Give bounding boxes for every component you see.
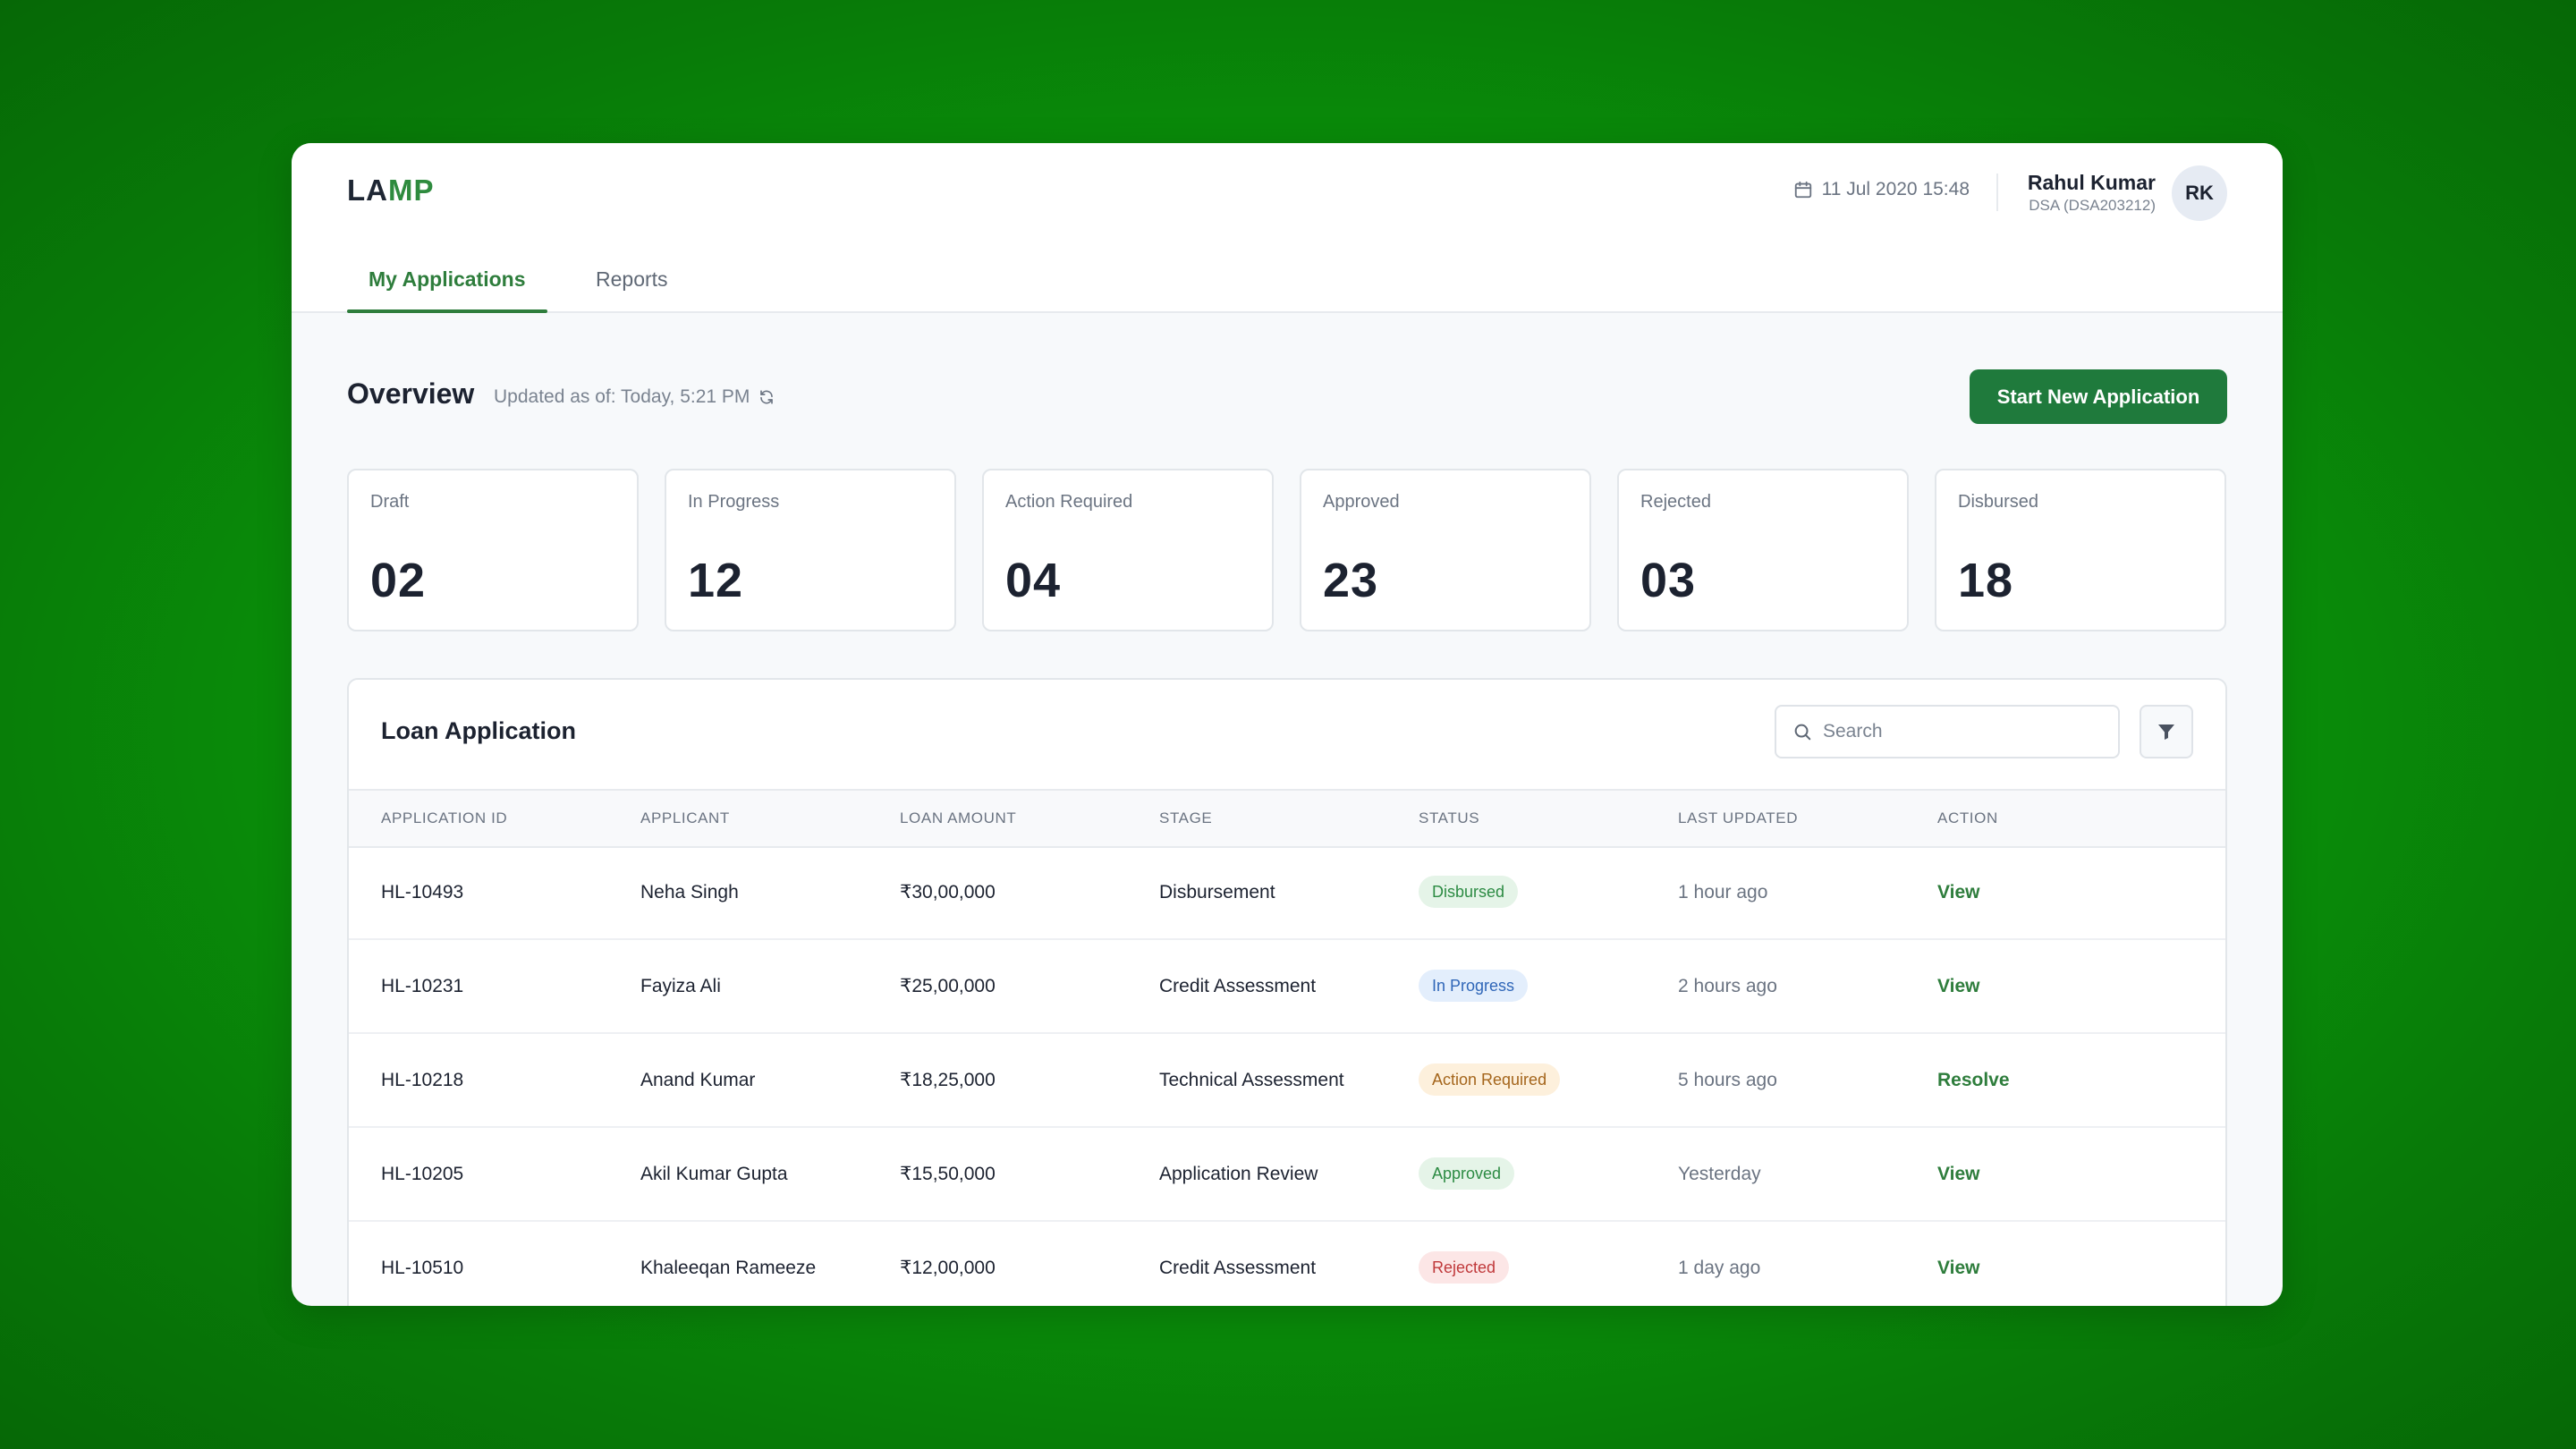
stat-value: 18: [1958, 554, 2014, 607]
stat-value: 23: [1323, 554, 1379, 607]
table-row[interactable]: HL-10510 Khaleeqan Rameeze ₹12,00,000 Cr…: [349, 1222, 2225, 1306]
column-header-action: ACTION: [1937, 809, 1998, 826]
status-badge: Rejected: [1419, 1251, 1510, 1284]
calendar-icon: [1793, 180, 1813, 199]
table-row[interactable]: HL-10493 Neha Singh ₹30,00,000 Disbursem…: [349, 846, 2225, 940]
cell-last-updated: 1 hour ago: [1678, 882, 1768, 902]
start-new-application-button[interactable]: Start New Application: [1970, 369, 2227, 424]
stat-card-action-required[interactable]: Action Required 04: [982, 469, 1274, 631]
user-name: Rahul Kumar: [2027, 171, 2156, 194]
status-badge: In Progress: [1419, 970, 1529, 1002]
filter-button[interactable]: [2140, 705, 2193, 758]
table-header: APPLICATION ID APPLICANT LOAN AMOUNT STA…: [349, 789, 2225, 848]
stat-card-rejected[interactable]: Rejected 03: [1617, 469, 1909, 631]
stat-value: 04: [1005, 554, 1062, 607]
current-datetime: 11 Jul 2020 15:48: [1793, 179, 1970, 200]
stat-label: Rejected: [1640, 492, 1711, 512]
stat-label: Action Required: [1005, 492, 1133, 512]
stat-card-draft[interactable]: Draft 02: [347, 469, 639, 631]
user-role: DSA (DSA203212): [2029, 197, 2156, 214]
tab-bar: My Applications Reports: [292, 242, 2283, 313]
cell-loan-amount: ₹15,50,000: [900, 1164, 996, 1184]
updated-text: Updated as of: Today, 5:21 PM: [494, 386, 750, 407]
column-header-loan-amount[interactable]: LOAN AMOUNT: [900, 809, 1017, 826]
user-info[interactable]: Rahul Kumar DSA (DSA203212): [2028, 170, 2156, 216]
stat-value: 12: [688, 554, 744, 607]
stat-label: Approved: [1323, 492, 1400, 512]
cell-application-id: HL-10510: [381, 1258, 464, 1278]
cell-applicant: Fayiza Ali: [640, 976, 721, 996]
cell-application-id: HL-10205: [381, 1164, 464, 1184]
status-badge: Action Required: [1419, 1063, 1561, 1096]
view-link[interactable]: View: [1937, 1164, 1980, 1184]
datetime-text: 11 Jul 2020 15:48: [1821, 179, 1970, 199]
table-row[interactable]: HL-10231 Fayiza Ali ₹25,00,000 Credit As…: [349, 940, 2225, 1034]
refresh-icon[interactable]: [758, 389, 775, 405]
search-icon: [1792, 722, 1812, 741]
table-body: HL-10493 Neha Singh ₹30,00,000 Disbursem…: [349, 846, 2225, 1306]
overview-updated-status: Updated as of: Today, 5:21 PM: [494, 386, 775, 408]
view-link[interactable]: View: [1937, 882, 1980, 902]
status-badge: Approved: [1419, 1157, 1515, 1190]
table-row[interactable]: HL-10205 Akil Kumar Gupta ₹15,50,000 App…: [349, 1128, 2225, 1222]
cell-loan-amount: ₹18,25,000: [900, 1070, 996, 1090]
stat-label: In Progress: [688, 492, 780, 512]
stat-card-in-progress[interactable]: In Progress 12: [665, 469, 956, 631]
cell-applicant: Akil Kumar Gupta: [640, 1164, 788, 1184]
cell-stage: Disbursement: [1159, 882, 1275, 902]
stat-card-approved[interactable]: Approved 23: [1300, 469, 1591, 631]
stat-label: Disbursed: [1958, 492, 2039, 512]
status-badge: Disbursed: [1419, 876, 1519, 908]
cell-application-id: HL-10218: [381, 1070, 464, 1090]
app-window: LAMP 11 Jul 2020 15:48 Rahul Kumar DSA (…: [292, 143, 2283, 1306]
cell-application-id: HL-10231: [381, 976, 464, 996]
stat-value: 02: [370, 554, 427, 607]
column-header-last-updated[interactable]: LAST UPDATED: [1678, 809, 1799, 826]
stat-value: 03: [1640, 554, 1697, 607]
cell-application-id: HL-10493: [381, 882, 464, 902]
cell-applicant: Anand Kumar: [640, 1070, 756, 1090]
cell-stage: Credit Assessment: [1159, 1258, 1317, 1278]
top-bar: LAMP 11 Jul 2020 15:48 Rahul Kumar DSA (…: [292, 143, 2283, 243]
overview-title: Overview: [347, 377, 475, 410]
logo-text-part1: LA: [347, 174, 388, 207]
app-logo[interactable]: LAMP: [347, 174, 435, 208]
table-row[interactable]: HL-10218 Anand Kumar ₹18,25,000 Technica…: [349, 1034, 2225, 1128]
filter-icon: [2156, 721, 2177, 742]
cell-applicant: Neha Singh: [640, 882, 739, 902]
cell-last-updated: 5 hours ago: [1678, 1070, 1777, 1090]
cell-loan-amount: ₹12,00,000: [900, 1258, 996, 1278]
tab-my-applications[interactable]: My Applications: [347, 242, 547, 313]
cell-last-updated: Yesterday: [1678, 1164, 1761, 1184]
header-divider: [1996, 174, 1998, 211]
cell-stage: Credit Assessment: [1159, 976, 1317, 996]
view-link[interactable]: View: [1937, 976, 1980, 996]
tab-reports[interactable]: Reports: [596, 267, 668, 291]
cell-last-updated: 2 hours ago: [1678, 976, 1777, 996]
cell-stage: Application Review: [1159, 1164, 1318, 1184]
search-box[interactable]: [1775, 705, 2120, 758]
panel-title: Loan Application: [381, 717, 576, 744]
loan-application-panel: Loan Application APPLICATION ID APPLICAN…: [347, 678, 2227, 1306]
view-link[interactable]: View: [1937, 1258, 1980, 1278]
column-header-applicant[interactable]: APPLICANT: [640, 809, 730, 826]
column-header-stage[interactable]: STAGE: [1159, 809, 1213, 826]
cell-applicant: Khaleeqan Rameeze: [640, 1258, 817, 1278]
stat-label: Draft: [370, 492, 410, 512]
column-header-status[interactable]: STATUS: [1419, 809, 1480, 826]
avatar[interactable]: RK: [2172, 165, 2227, 221]
cell-last-updated: 1 day ago: [1678, 1258, 1761, 1278]
cell-stage: Technical Assessment: [1159, 1070, 1344, 1090]
column-header-application-id[interactable]: APPLICATION ID: [381, 809, 508, 826]
cell-loan-amount: ₹25,00,000: [900, 976, 996, 996]
cell-loan-amount: ₹30,00,000: [900, 882, 996, 902]
logo-text-part2: MP: [388, 174, 435, 207]
stat-card-disbursed[interactable]: Disbursed 18: [1935, 469, 2226, 631]
search-input[interactable]: [1821, 720, 2093, 743]
resolve-link[interactable]: Resolve: [1937, 1070, 2010, 1090]
stat-cards: Draft 02 In Progress 12 Action Required …: [347, 469, 2227, 633]
